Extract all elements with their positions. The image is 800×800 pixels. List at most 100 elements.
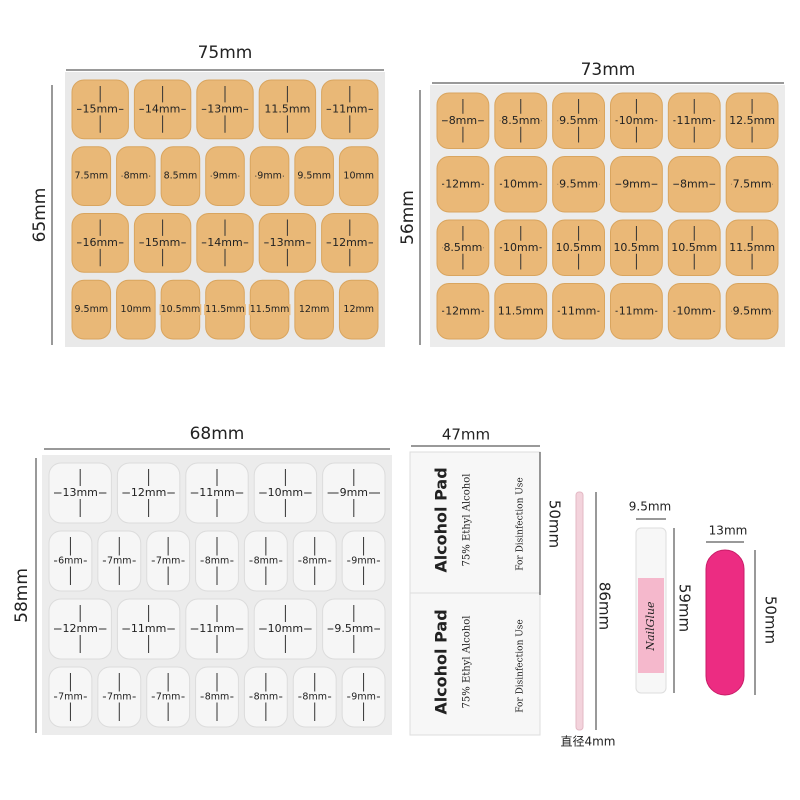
label-bg	[559, 304, 598, 318]
dimension-label: 59mm	[676, 584, 694, 632]
dimension-label: 47mm	[442, 426, 490, 444]
dimension-label: 11.5mm	[264, 102, 310, 115]
dimension-label: 11mm	[131, 622, 166, 635]
dimension-label: 9mm	[340, 486, 368, 499]
dimension-label: 8mm	[205, 692, 230, 703]
dimension-label: 9.5mm	[559, 114, 598, 127]
dimension-label: 12mm	[445, 177, 480, 190]
label-bg	[206, 235, 244, 249]
dimension-label: 12.5mm	[729, 114, 775, 127]
dimension-label: 13mm	[709, 524, 748, 538]
label-bg	[679, 177, 710, 191]
label-bg	[203, 691, 231, 703]
dimension-label: 8mm	[680, 177, 708, 190]
dimension-label: 13mm	[62, 486, 97, 499]
cuticle-stick	[575, 491, 584, 731]
dimension-label: 10mm	[619, 114, 654, 127]
label-bg	[675, 113, 713, 127]
dimension-label: 13mm	[207, 102, 242, 115]
label-bg	[211, 170, 239, 182]
label-bg	[268, 235, 307, 249]
dimension-label: 7mm	[156, 692, 181, 703]
label-bg	[206, 102, 244, 116]
dimension-label: 12mm	[445, 304, 480, 317]
label-bg	[342, 170, 376, 182]
dimension-label: 10.5mm	[613, 241, 659, 254]
label-bg	[728, 240, 777, 254]
label-bg	[81, 102, 119, 116]
dimension-label: 9.5mm	[629, 500, 671, 514]
dimension-label: 15mm	[145, 236, 180, 249]
dimension-label: Alcohol Pad	[432, 467, 451, 572]
label-bg	[554, 240, 603, 254]
dimension-label: 12mm	[332, 236, 367, 249]
label-bg	[129, 622, 168, 635]
dimension-label: 68mm	[190, 424, 245, 444]
label-bg	[122, 170, 150, 182]
dimension-label: 10mm	[343, 171, 374, 182]
dimension-label: 9mm	[351, 692, 376, 703]
dimension-label: 9mm	[622, 177, 650, 190]
dimension-label: 11.5mm	[729, 241, 775, 254]
dimension-label: 7mm	[107, 556, 132, 567]
label-bg	[159, 304, 202, 316]
dimension-label: 10mm	[121, 304, 152, 315]
label-bg	[301, 555, 328, 567]
label-bg	[73, 304, 110, 316]
dimension-label: 12mm	[299, 304, 330, 315]
dimension-label: 直径4mm	[560, 735, 615, 749]
dimension-label: 50mm	[762, 596, 780, 644]
dimension-label: 11mm	[199, 486, 234, 499]
label-bg	[81, 235, 119, 249]
label-bg	[198, 486, 236, 499]
dimension-label: 10.5mm	[161, 304, 201, 315]
dimension-label: 7mm	[58, 692, 83, 703]
dimension-label: 10mm	[503, 241, 538, 254]
label-bg	[350, 555, 377, 567]
dimension-label: 58mm	[12, 568, 32, 623]
glue-label	[638, 578, 664, 673]
label-bg	[617, 113, 656, 127]
label-bg	[617, 304, 656, 318]
dimension-label: 10.5mm	[556, 241, 602, 254]
dimension-label: 8.5mm	[501, 114, 540, 127]
dimension-label: 7.5mm	[74, 171, 108, 182]
label-bg	[106, 555, 133, 567]
label-bg	[248, 304, 291, 316]
label-bg	[154, 691, 182, 703]
label-bg	[500, 113, 542, 127]
dimension-label: For Disinfection Use	[516, 619, 526, 713]
dimension-label: 7.5mm	[733, 177, 772, 190]
label-bg	[129, 486, 168, 499]
dimension-label: 8mm	[302, 556, 327, 567]
dimension-label: 9.5mm	[74, 304, 108, 315]
label-bg	[444, 304, 482, 318]
dimension-label: 9.5mm	[559, 177, 598, 190]
dimension-label: 50mm	[546, 500, 564, 548]
label-bg	[558, 113, 600, 127]
dimension-label: 12mm	[343, 304, 374, 315]
dimension-label: 10mm	[503, 177, 538, 190]
label-bg	[342, 304, 376, 316]
label-bg	[252, 691, 280, 703]
label-bg	[502, 177, 540, 191]
dimension-label: 11mm	[561, 304, 596, 317]
dimension-label: 11mm	[332, 102, 367, 115]
dimension-label: 8.5mm	[443, 241, 482, 254]
label-bg	[119, 304, 153, 316]
dimension-label: 6mm	[58, 556, 83, 567]
label-bg	[728, 113, 777, 127]
dimension-label: 73mm	[581, 60, 636, 80]
label-bg	[73, 170, 110, 182]
dimension-label: 86mm	[596, 582, 614, 630]
label-bg	[106, 691, 133, 703]
label-bg	[256, 170, 283, 182]
dimension-label: 9mm	[213, 171, 238, 182]
label-bg	[143, 102, 182, 116]
label-bg	[252, 555, 280, 567]
label-bg	[162, 170, 199, 182]
dimension-label: 8mm	[449, 114, 477, 127]
label-bg	[333, 622, 375, 635]
dimension-label: 12mm	[62, 622, 97, 635]
